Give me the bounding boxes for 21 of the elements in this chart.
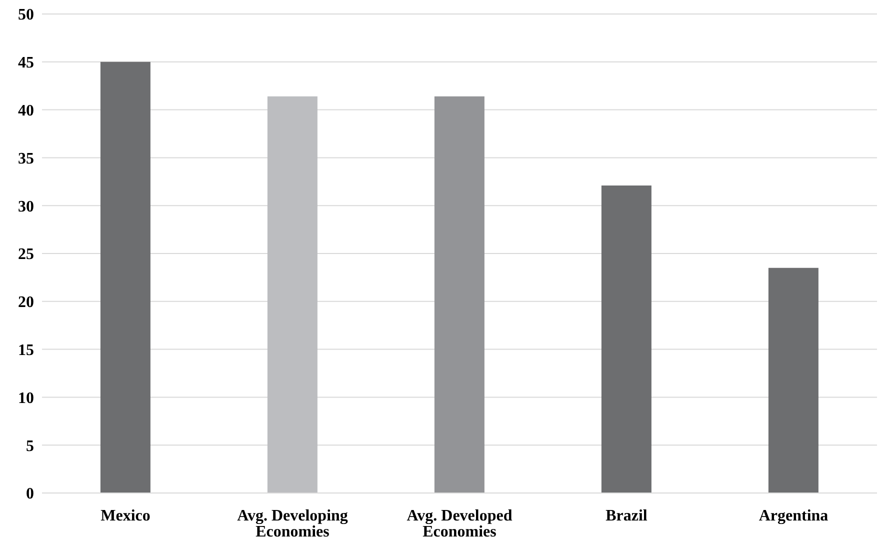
y-tick-label: 45 xyxy=(18,54,34,72)
x-tick-label: Mexico xyxy=(100,507,150,524)
bar xyxy=(601,185,652,493)
y-tick-label: 40 xyxy=(18,102,34,120)
y-tick-label: 30 xyxy=(18,198,34,216)
x-tick-label: Argentina xyxy=(758,507,828,524)
bar xyxy=(267,96,318,493)
y-tick-label: 0 xyxy=(26,486,34,503)
y-tick-label: 5 xyxy=(26,438,34,455)
x-tick-label: Avg. Developing Economies xyxy=(237,507,348,540)
y-tick-label: 50 xyxy=(18,6,34,24)
y-tick-label: 10 xyxy=(18,390,34,407)
x-tick-label: Avg. Developed Economies xyxy=(406,507,512,540)
y-tick-label: 20 xyxy=(18,294,34,312)
y-tick-label: 35 xyxy=(18,150,34,168)
y-tick-label: 25 xyxy=(18,246,34,264)
bar xyxy=(100,62,150,493)
bar xyxy=(434,96,484,493)
x-tick-label: Brazil xyxy=(606,507,648,524)
y-tick-label: 15 xyxy=(18,342,34,359)
bar xyxy=(768,268,818,493)
